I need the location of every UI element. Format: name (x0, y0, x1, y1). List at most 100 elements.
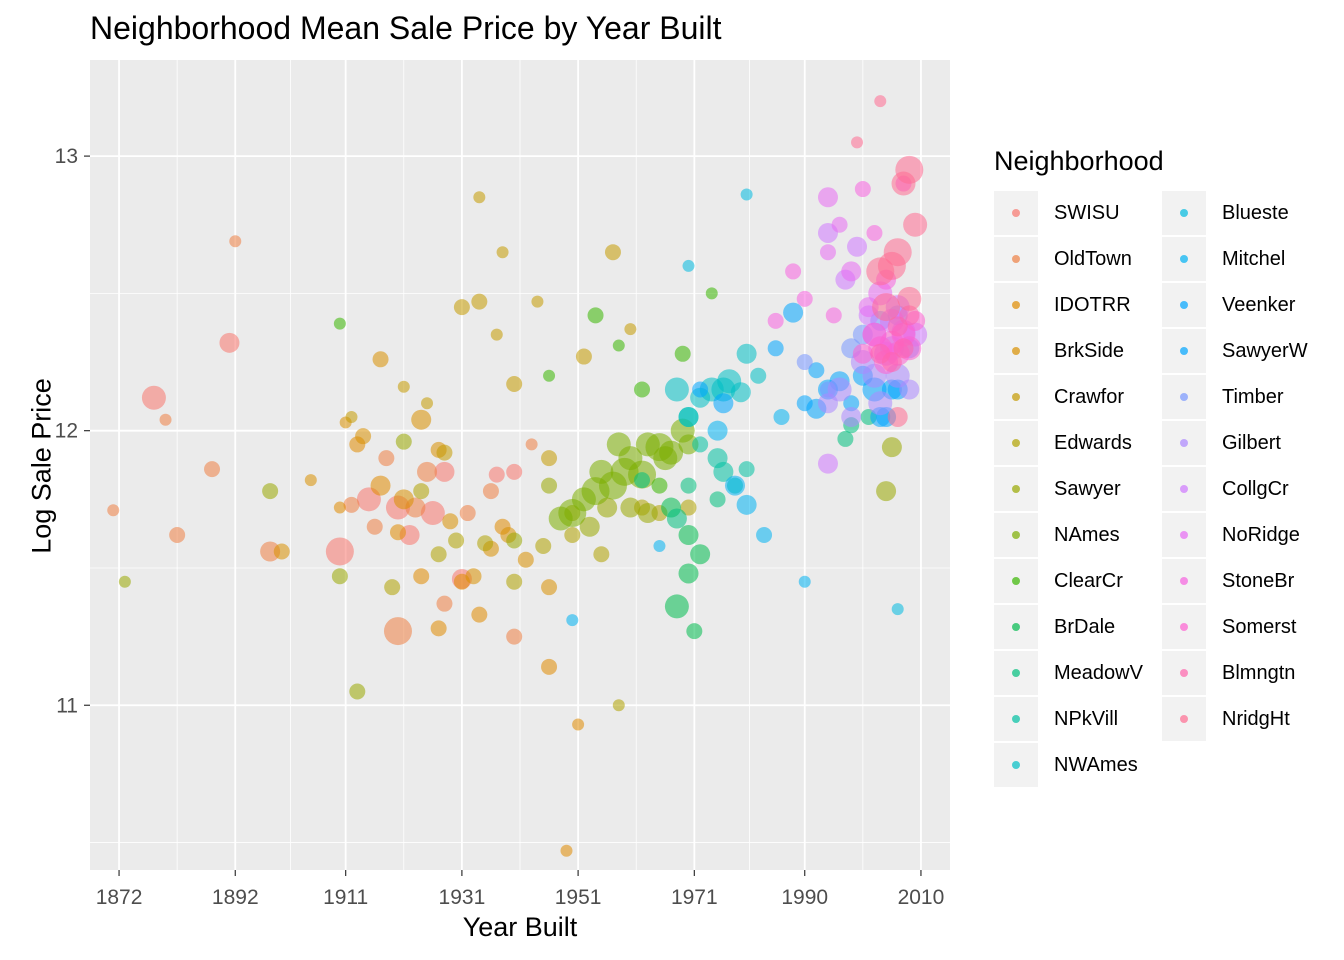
data-point-crawfor (624, 323, 637, 336)
data-point-brdale (664, 594, 689, 619)
legend-key (994, 743, 1038, 787)
data-point-edwards (430, 546, 447, 563)
data-point-stonebr (866, 224, 883, 241)
legend-swatch (1012, 485, 1020, 493)
data-point-mitchel (736, 494, 757, 515)
data-point-edwards (564, 527, 581, 544)
legend-key (1162, 283, 1206, 327)
legend-item-veenker: Veenker (1162, 282, 1295, 328)
legend-item-blueste: Blueste (1162, 190, 1289, 236)
data-point-edwards (506, 573, 523, 590)
data-point-nwames (736, 343, 757, 364)
legend-item-gilbert: Gilbert (1162, 420, 1281, 466)
legend-swatch (1012, 623, 1020, 631)
data-point-swisu (219, 332, 240, 353)
legend-key (1162, 651, 1206, 695)
data-point-sawyerw (713, 393, 734, 414)
legend-item-mitchel: Mitchel (1162, 236, 1285, 282)
data-point-nridght (851, 136, 864, 149)
legend-label: NoRidge (1222, 523, 1300, 546)
chart-title: Neighborhood Mean Sale Price by Year Bui… (90, 10, 722, 46)
x-tick-label: 1971 (671, 886, 718, 909)
data-point-edwards (612, 699, 625, 712)
data-point-stonebr (767, 312, 784, 329)
data-point-mitchel (653, 540, 666, 552)
x-tick-label: 1892 (212, 886, 259, 909)
data-point-sawyer (349, 683, 366, 700)
data-point-brkside (304, 474, 317, 487)
legend-label: BrDale (1054, 615, 1116, 638)
legend-key (994, 513, 1038, 557)
legend-label: Blmngtn (1222, 661, 1296, 684)
x-axis: 1872 1892 1911 1931 1951 1971 1990 2010 (96, 870, 944, 909)
data-point-idotrr (370, 475, 391, 496)
data-point-oldtown (482, 483, 499, 500)
legend-swatch (1012, 347, 1020, 355)
legend-label: Sawyer (1054, 477, 1121, 500)
legend-key (1162, 605, 1206, 649)
legend-label: NAmes (1054, 523, 1120, 546)
legend-title: Neighborhood (994, 146, 1164, 176)
data-point-swisu (434, 461, 455, 482)
data-point-sawyer (331, 568, 348, 585)
legend-item-swisu: SWISU (994, 190, 1120, 236)
legend-item-stonebr: StoneBr (1162, 558, 1294, 604)
data-point-clearcr (333, 317, 346, 330)
legend-key (1162, 559, 1206, 603)
legend-label: ClearCr (1054, 569, 1123, 592)
legend-key (994, 329, 1038, 373)
legend-item-edwards: Edwards (994, 420, 1132, 466)
data-point-edwards (535, 538, 552, 554)
data-point-swisu (325, 537, 354, 566)
data-point-blmngtn (881, 352, 902, 373)
data-point-sawyer (579, 516, 600, 537)
data-point-oldtown (417, 461, 438, 482)
legend-swatch (1180, 393, 1188, 401)
data-point-crawfor (421, 397, 434, 410)
data-point-oldtown (260, 541, 281, 562)
legend-label: Mitchel (1222, 247, 1286, 270)
data-point-crawfor (453, 299, 470, 316)
legend-key (1162, 191, 1206, 235)
legend-key (994, 467, 1038, 511)
legend-key (1162, 237, 1206, 281)
data-point-meadowv (680, 477, 697, 494)
legend-swatch (1012, 531, 1020, 539)
data-point-clearcr (651, 477, 668, 494)
data-point-nridght (883, 238, 912, 267)
data-point-brkside (393, 489, 414, 510)
data-point-oldtown (525, 438, 538, 451)
data-point-mitchel (756, 527, 773, 544)
legend-label: Gilbert (1222, 431, 1281, 454)
legend-swatch (1012, 669, 1020, 677)
data-point-crawfor (471, 293, 488, 310)
data-point-sawyer (881, 437, 902, 458)
data-point-oldtown (459, 505, 476, 522)
legend-swatch (1180, 485, 1188, 493)
y-tick-label: 12 (55, 420, 78, 443)
legend-label: CollgCr (1222, 477, 1289, 500)
data-point-edwards (680, 499, 697, 516)
data-point-brkside (273, 543, 290, 560)
data-point-meadowv (837, 430, 854, 447)
data-point-noridge (819, 244, 836, 261)
data-point-meadowv (709, 491, 726, 508)
data-point-oldtown (383, 617, 412, 646)
legend-item-noridge: NoRidge (1162, 512, 1300, 558)
legend-label: MeadowV (1054, 661, 1143, 684)
data-point-gilbert (827, 377, 852, 402)
legend-item-oldtown: OldTown (994, 236, 1132, 282)
legend-swatch (1012, 761, 1020, 769)
legend-key (994, 191, 1038, 235)
data-point-npkvill (738, 461, 755, 478)
data-point-blmngtn (899, 305, 920, 326)
legend-label: BrkSide (1054, 339, 1125, 362)
legend-swatch (1012, 255, 1020, 263)
major-gridlines (90, 60, 950, 870)
legend-label: Timber (1222, 385, 1284, 408)
data-point-stonebr (796, 290, 813, 307)
legend-key (1162, 697, 1206, 741)
data-point-crawfor (531, 295, 544, 308)
legend-swatch (1180, 347, 1188, 355)
data-point-veenker (843, 395, 860, 412)
